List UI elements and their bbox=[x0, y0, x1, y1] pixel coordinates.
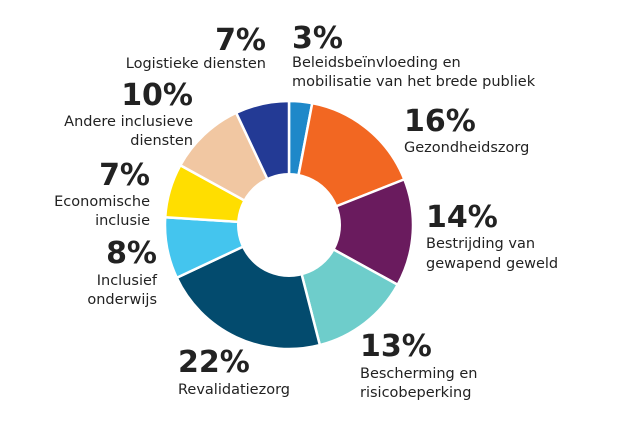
slice-9-category-label-line-1: Logistieke diensten bbox=[126, 56, 266, 72]
slice-6-value-label: 8% bbox=[106, 236, 157, 271]
slice-3-category-label-line-2: gewapend geweld bbox=[426, 256, 558, 272]
slice-8-category-label-line-1: Andere inclusieve bbox=[64, 114, 193, 130]
slice-3-category-label-line-1: Bestrijding van bbox=[426, 236, 535, 252]
slice-4-category-label-line-2: risicobeperking bbox=[360, 385, 471, 401]
slice-5-value-label: 22% bbox=[178, 345, 250, 380]
slice-1-category-label-line-1: Beleidsbeïnvloeding en bbox=[292, 55, 461, 71]
slice-3-value-label: 14% bbox=[426, 200, 498, 235]
slice-4-category-label-line-1: Bescherming en bbox=[360, 366, 477, 382]
slice-6-category-label-line-1: Inclusief bbox=[97, 273, 158, 289]
slice-labels: 3%Beleidsbeïnvloeding en mobilisatie van … bbox=[54, 21, 558, 401]
slice-1-category-label-line-2: mobilisatie van het brede publiek bbox=[292, 74, 536, 90]
slice-1-value-label: 3% bbox=[292, 21, 343, 56]
slice-3 bbox=[287, 178, 415, 286]
slice-9-value-label: 7% bbox=[215, 23, 266, 58]
slice-8-value-label: 10% bbox=[121, 78, 193, 113]
slice-7-category-label-line-2: inclusie bbox=[95, 213, 150, 229]
slice-6-category-label-line-2: onderwijs bbox=[87, 292, 157, 308]
slice-2-category-label-line-1: Gezondheidszorg bbox=[404, 140, 529, 156]
slice-7-category-label-line-1: Economische bbox=[54, 194, 150, 210]
slice-5-category-label-line-1: Revalidatiezorg bbox=[178, 382, 290, 398]
slice-4-value-label: 13% bbox=[360, 329, 432, 364]
slice-2-value-label: 16% bbox=[404, 104, 476, 139]
slice-8-category-label-line-2: diensten bbox=[130, 133, 193, 149]
slice-7-value-label: 7% bbox=[99, 158, 150, 193]
donut-hole bbox=[237, 173, 341, 277]
